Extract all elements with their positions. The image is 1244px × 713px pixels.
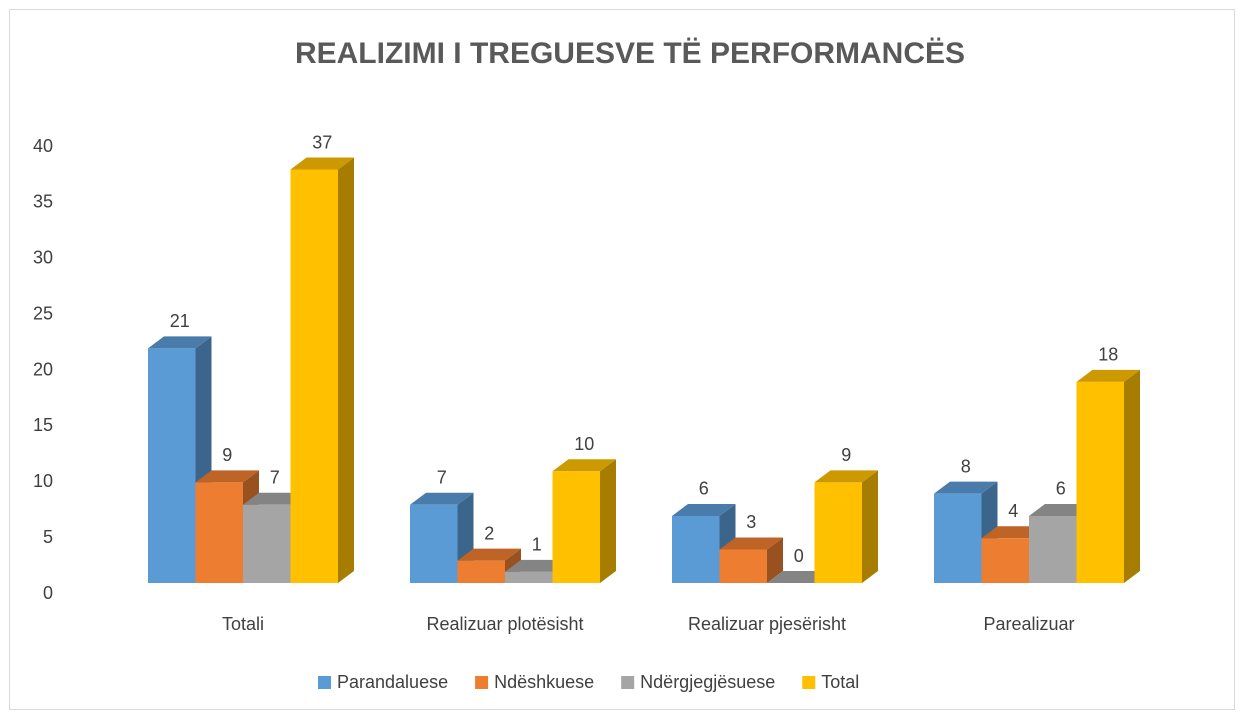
x-tick-label: Realizuar pjesërisht (688, 614, 846, 634)
bar-top (1076, 369, 1140, 382)
bar-top (457, 548, 521, 561)
chart-title: REALIZIMI I TREGUESVE TË PERFORMANCËS (295, 37, 965, 70)
legend-swatch (802, 676, 816, 689)
bar-top (290, 157, 354, 170)
legend-swatch (318, 676, 331, 689)
bar-front (552, 471, 600, 583)
y-tick-label: 35 (33, 192, 53, 212)
bar-front (195, 482, 243, 583)
legend-swatch (475, 676, 489, 689)
bar-front (505, 571, 553, 583)
x-tick-label: Parealizuar (983, 614, 1074, 634)
bar-front (981, 538, 1029, 583)
data-label: 2 (484, 523, 494, 543)
bar-front (1076, 381, 1124, 583)
bar-top (552, 459, 616, 472)
bar (719, 537, 783, 583)
y-tick-label: 10 (33, 471, 53, 491)
data-label: 8 (961, 456, 971, 476)
data-label: 7 (437, 468, 447, 488)
bar-side (862, 470, 878, 583)
y-tick-label: 20 (33, 359, 53, 379)
bar-front (148, 348, 196, 583)
bar-front (672, 515, 720, 583)
bar (410, 492, 474, 583)
chart-border (9, 9, 1235, 710)
bar-top (934, 481, 998, 494)
y-tick-label: 25 (33, 303, 53, 323)
data-label: 6 (699, 479, 709, 499)
y-tick-label: 40 (33, 136, 53, 156)
data-label: 10 (574, 434, 594, 454)
x-tick-label: Totali (222, 614, 264, 634)
bar (552, 459, 616, 583)
bar-front (290, 169, 338, 583)
bar-top (672, 503, 736, 516)
legend-label: Parandaluese (337, 672, 448, 692)
data-label: 21 (170, 311, 190, 331)
bar-side (600, 459, 616, 583)
data-label: 37 (312, 132, 332, 152)
data-label: 3 (746, 512, 756, 532)
bar-front (243, 504, 291, 583)
legend-label: Ndëshkuese (494, 672, 594, 692)
x-tick-label: Realizuar plotësisht (426, 614, 583, 634)
y-tick-label: 0 (43, 583, 53, 603)
bar-top (148, 336, 212, 349)
bar-front (457, 560, 505, 583)
bar (290, 157, 354, 583)
bar-side (767, 537, 783, 583)
bar-top (814, 470, 878, 483)
data-label: 1 (532, 535, 542, 555)
legend-label: Ndërgjegjësuese (640, 672, 775, 692)
legend-swatch (621, 676, 635, 689)
bar-front (814, 482, 862, 583)
data-label: 4 (1008, 501, 1018, 521)
data-label: 18 (1098, 345, 1118, 365)
bar-top (719, 537, 783, 550)
bar-front (410, 504, 458, 583)
bar-top (410, 492, 474, 505)
bar-front (719, 549, 767, 583)
data-label: 9 (841, 445, 851, 465)
bar-front (934, 493, 982, 583)
bar-front (1029, 515, 1077, 583)
y-tick-label: 15 (33, 415, 53, 435)
bar (1076, 369, 1140, 583)
data-label: 9 (222, 445, 232, 465)
bar-top (195, 470, 259, 483)
legend-label: Total (821, 672, 859, 692)
data-label: 7 (270, 468, 280, 488)
bar (814, 470, 878, 583)
data-label: 0 (794, 546, 804, 566)
bar-side (338, 157, 354, 583)
y-tick-label: 30 (33, 248, 53, 268)
data-label: 6 (1056, 479, 1066, 499)
bar-side (1124, 369, 1140, 583)
y-tick-label: 5 (43, 527, 53, 547)
